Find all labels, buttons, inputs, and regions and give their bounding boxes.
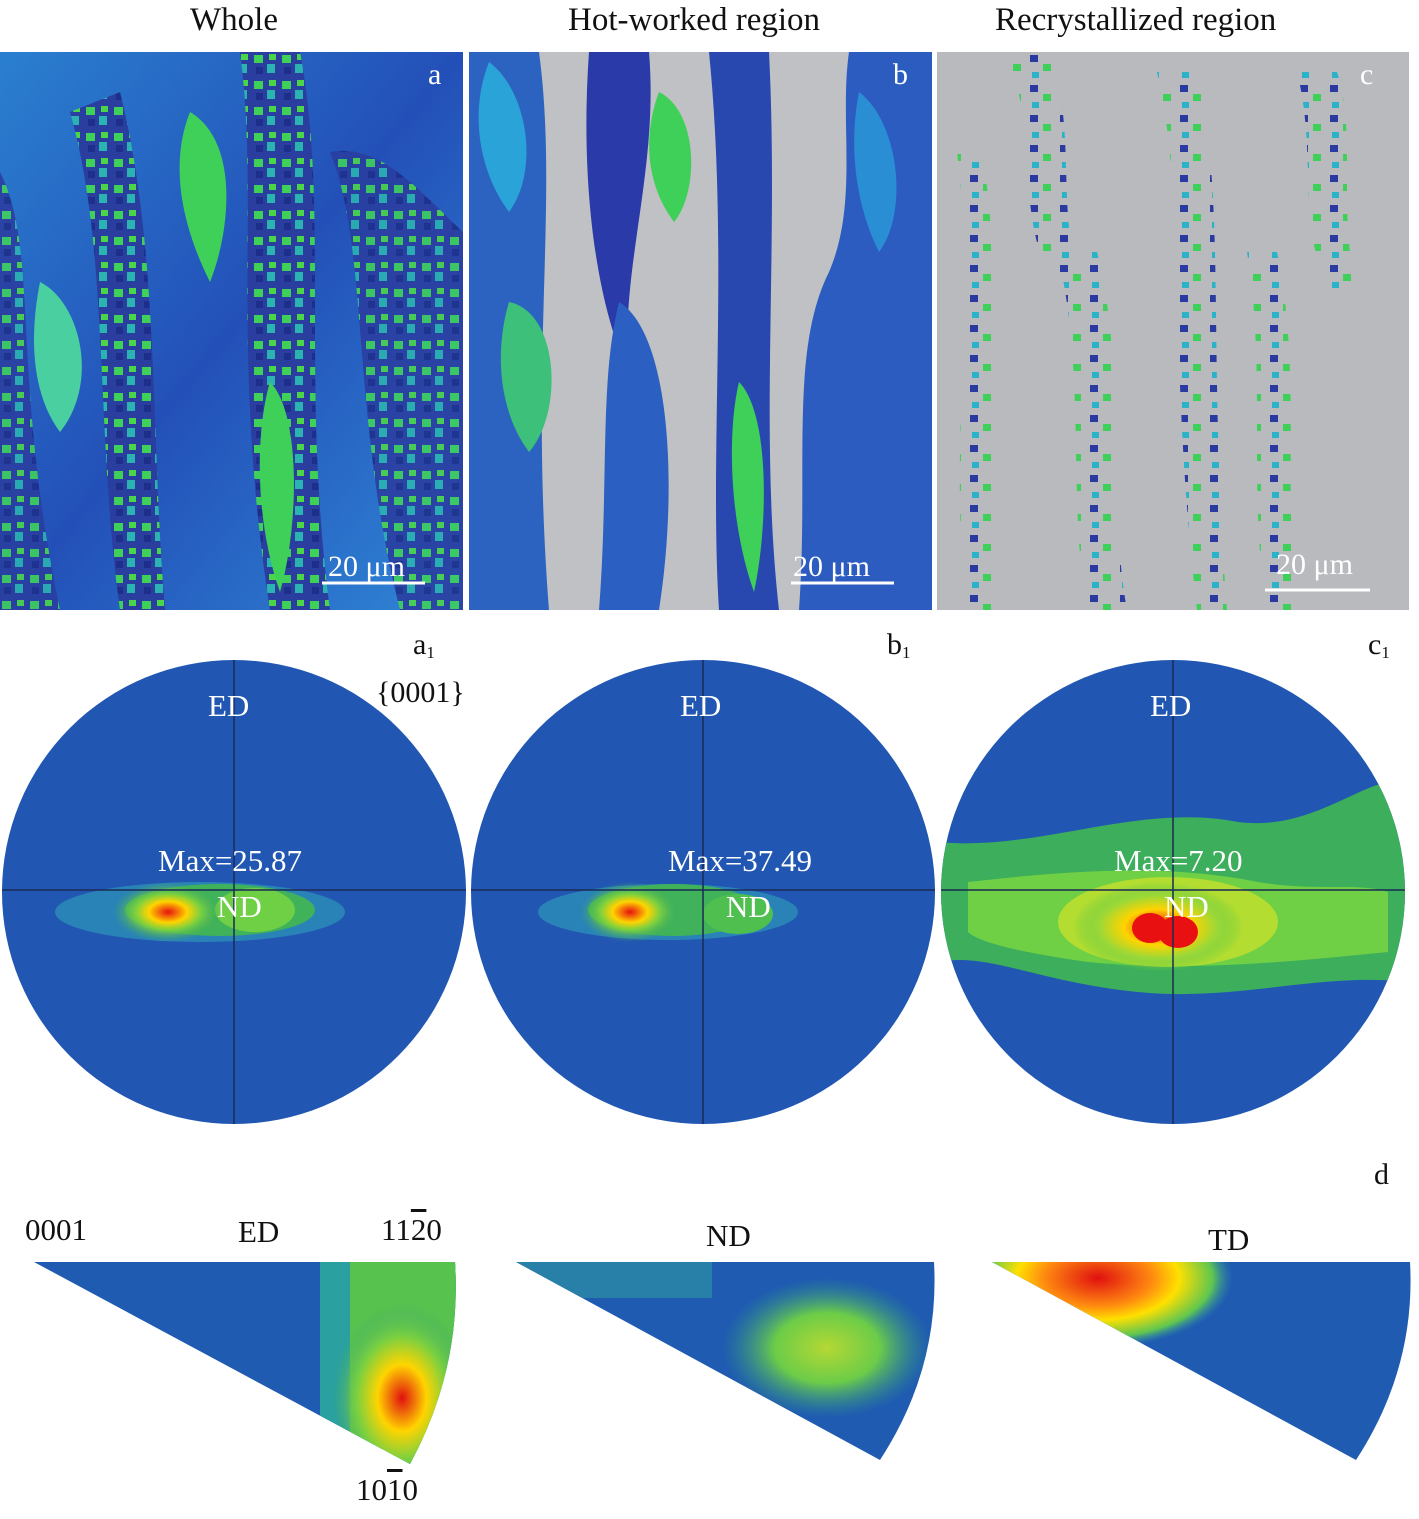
ebsd-map-whole <box>0 52 463 610</box>
column-title-hot-worked: Hot-worked region <box>568 2 821 38</box>
ipf-corner-10-10: 1010 <box>356 1472 418 1507</box>
ipf-title-nd: ND <box>706 1218 751 1253</box>
map-letter-b: b <box>893 58 908 91</box>
subpanel-label-b1: b1 <box>887 628 911 662</box>
map-letter-a: a <box>428 58 442 91</box>
pf-ed-label-a1: ED <box>208 688 250 723</box>
ipf-title-ed: ED <box>238 1214 280 1249</box>
pole-figure-recrystallized <box>941 660 1405 1124</box>
ipf-triangle-td <box>992 1262 1411 1460</box>
scale-bar-c: 20 μm <box>1276 548 1353 581</box>
scale-bar-a: 20 μm <box>328 550 405 583</box>
pf-nd-label-a1: ND <box>217 889 262 924</box>
pole-figure-plane-label: {0001} <box>376 676 465 709</box>
ipf-title-td: TD <box>1208 1222 1250 1257</box>
ipf-triangle-ed <box>34 1262 456 1464</box>
subpanel-label-a1: a1 <box>413 628 435 662</box>
map-letter-c: c <box>1360 58 1374 91</box>
ipf-corner-11-20: 1120 <box>381 1212 442 1247</box>
pf-nd-label-c1: ND <box>1164 889 1209 924</box>
pf-nd-label-b1: ND <box>726 889 771 924</box>
subpanel-label-c1: c1 <box>1368 628 1390 662</box>
pf-ed-label-b1: ED <box>680 688 722 723</box>
pf-max-label-a1: Max=25.87 <box>158 843 303 878</box>
ipf-triangle-nd <box>516 1262 935 1460</box>
subpanel-label-d: d <box>1374 1158 1389 1191</box>
pole-figure-hot-worked <box>471 660 935 1124</box>
scale-bar-b: 20 μm <box>793 550 870 583</box>
pf-ed-label-c1: ED <box>1150 688 1192 723</box>
pf-max-label-c1: Max=7.20 <box>1114 843 1243 878</box>
column-title-recrystallized: Recrystallized region <box>995 2 1277 38</box>
pole-figure-whole <box>2 660 466 1124</box>
ebsd-map-hot-worked <box>469 52 932 610</box>
ebsd-map-recrystallized <box>937 52 1409 610</box>
column-title-whole: Whole <box>190 2 278 38</box>
pf-max-label-b1: Max=37.49 <box>668 843 813 878</box>
ipf-corner-0001: 0001 <box>25 1212 87 1247</box>
